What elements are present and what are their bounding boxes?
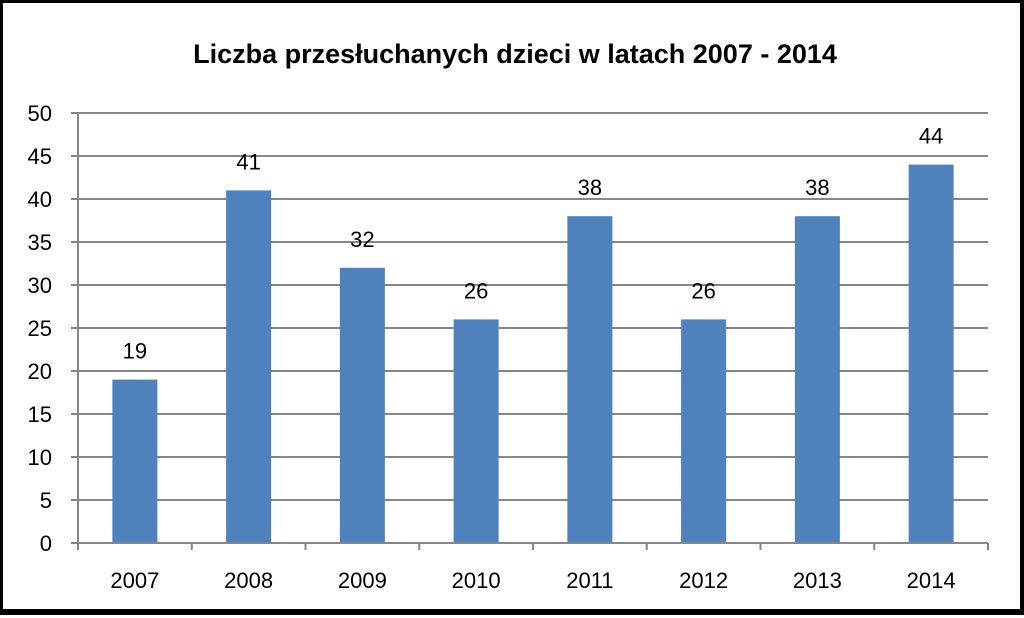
bar-2008 bbox=[226, 190, 272, 543]
x-tick-label: 2013 bbox=[793, 568, 842, 593]
x-tick-label: 2012 bbox=[679, 568, 728, 593]
data-label-2014: 44 bbox=[919, 124, 943, 149]
y-tick-label: 20 bbox=[28, 359, 52, 384]
y-tick-label: 0 bbox=[40, 531, 52, 556]
bar-2013 bbox=[794, 216, 840, 543]
x-tick-label: 2009 bbox=[338, 568, 387, 593]
bar-2011 bbox=[567, 216, 613, 543]
data-labels: 19 41 32 26 38 26 38 44 bbox=[123, 124, 944, 364]
data-label-2008: 41 bbox=[236, 149, 260, 174]
bars bbox=[112, 164, 954, 543]
x-tick-label: 2011 bbox=[566, 568, 613, 593]
y-tick-label: 5 bbox=[40, 488, 52, 513]
data-label-2012: 26 bbox=[691, 278, 715, 303]
data-label-2011: 38 bbox=[578, 175, 602, 200]
bar-2010 bbox=[453, 319, 499, 543]
y-tick-label: 50 bbox=[28, 101, 52, 126]
y-tick-label: 30 bbox=[28, 273, 52, 298]
bar-2012 bbox=[681, 319, 727, 543]
y-tick-label: 35 bbox=[28, 230, 52, 255]
y-tick-label: 25 bbox=[28, 316, 52, 341]
data-label-2013: 38 bbox=[805, 175, 829, 200]
bar-2014 bbox=[908, 164, 954, 543]
y-tick-label: 45 bbox=[28, 144, 52, 169]
gridlines bbox=[78, 112, 988, 501]
bar-2009 bbox=[339, 267, 385, 543]
data-label-2007: 19 bbox=[123, 339, 147, 364]
axes: 0 5 10 15 20 25 30 35 40 45 50 2007 2008 2009 2010 2011… bbox=[28, 101, 989, 593]
bar-2007 bbox=[112, 379, 158, 543]
y-tick-label: 15 bbox=[28, 402, 52, 427]
chart-title: Liczba przesłuchanych dzieci w latach 20… bbox=[193, 39, 837, 69]
x-tick-label: 2007 bbox=[110, 568, 159, 593]
x-tick-label: 2014 bbox=[907, 568, 956, 593]
y-tick-label: 40 bbox=[28, 187, 52, 212]
x-tick-label: 2010 bbox=[452, 568, 501, 593]
data-label-2010: 26 bbox=[464, 278, 488, 303]
x-tick-label: 2008 bbox=[224, 568, 273, 593]
y-tick-label: 10 bbox=[28, 445, 52, 470]
bar-chart: Liczba przesłuchanych dzieci w latach 20… bbox=[28, 39, 989, 593]
data-label-2009: 32 bbox=[350, 227, 374, 252]
